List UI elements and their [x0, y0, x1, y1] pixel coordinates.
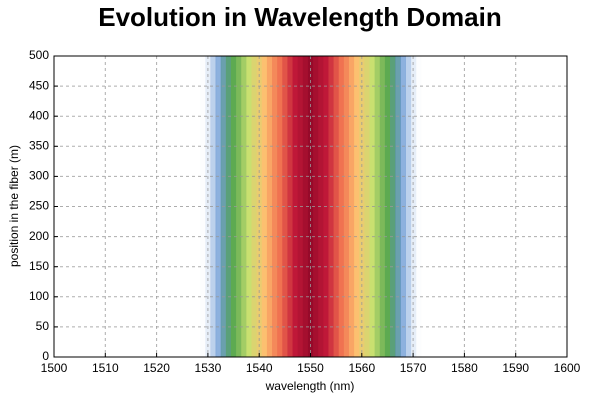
heat-column	[338, 56, 345, 357]
heat-column	[236, 56, 242, 357]
y-tick-label: 200	[29, 229, 49, 243]
x-tick-label: 1550	[297, 361, 324, 375]
x-tick-label: 1500	[41, 361, 68, 375]
y-tick-label: 150	[29, 259, 49, 273]
y-tick-label: 400	[29, 108, 49, 122]
x-axis-label: wavelength (nm)	[265, 379, 355, 393]
x-tick-label: 1590	[502, 361, 529, 375]
y-tick-label: 100	[29, 289, 49, 303]
heat-column	[230, 56, 237, 357]
x-tick-label: 1520	[143, 361, 170, 375]
y-tick-label: 300	[29, 169, 49, 183]
heat-column	[266, 56, 273, 357]
y-tick-label: 250	[29, 199, 49, 213]
heat-column	[200, 56, 206, 357]
heat-column	[374, 56, 381, 357]
y-tick-label: 500	[29, 48, 49, 62]
heat-column	[313, 56, 319, 357]
axes: 1500 1510 1520 1530 1540 1550 1560 1570 1580 1590…	[29, 48, 581, 375]
y-axis-label: position in the fiber (m)	[7, 145, 21, 267]
x-tick-label: 1580	[451, 361, 478, 375]
heat-column	[348, 56, 355, 357]
x-tick-label: 1530	[195, 361, 222, 375]
heat-column	[415, 56, 422, 357]
heat-column	[210, 56, 217, 357]
heat-column	[379, 56, 386, 357]
x-tick-label: 1570	[400, 361, 427, 375]
heat-column	[241, 56, 247, 357]
heat-column	[318, 56, 324, 357]
y-tick-label: 450	[29, 78, 49, 92]
heat-column	[282, 56, 289, 357]
x-tick-label: 1600	[554, 361, 581, 375]
y-tick-label: 0	[42, 349, 49, 363]
heat-column	[272, 56, 278, 357]
plot-frame	[53, 55, 568, 358]
x-tick-label: 1510	[92, 361, 119, 375]
x-tick-label: 1560	[348, 361, 375, 375]
chart-title: Evolution in Wavelength Domain	[98, 2, 502, 32]
heat-column	[302, 56, 309, 357]
x-tick-label: 1540	[246, 361, 273, 375]
y-tick-label: 50	[36, 319, 50, 333]
y-tick-label: 350	[29, 138, 49, 152]
heat-column	[343, 56, 350, 357]
heat-column	[246, 56, 253, 357]
heat-column	[384, 56, 391, 357]
heat-column	[277, 56, 283, 357]
